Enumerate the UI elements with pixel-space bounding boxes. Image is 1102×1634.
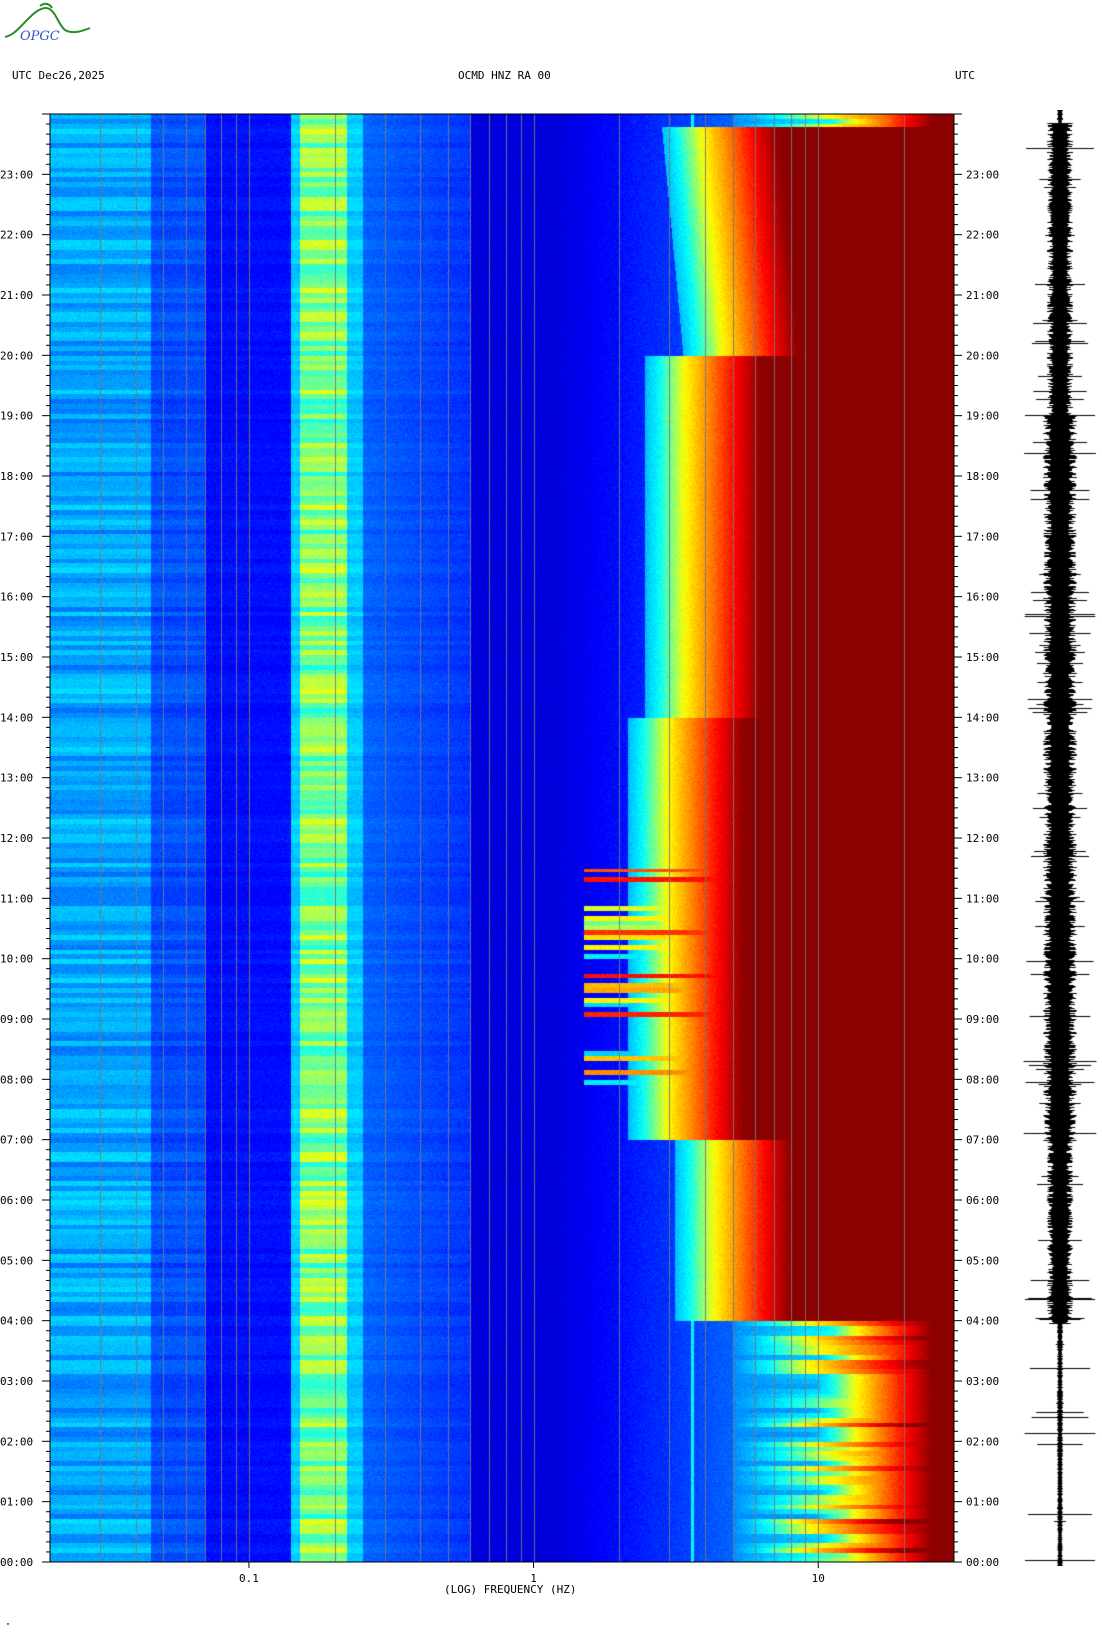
y-tick-label-left: 19:00	[0, 410, 33, 423]
y-tick-label-right: 08:00	[966, 1073, 999, 1086]
y-tick-label-left: 22:00	[0, 229, 33, 242]
y-tick-label-left: 12:00	[0, 832, 33, 845]
y-tick-label-left: 18:00	[0, 470, 33, 483]
y-tick-label-left: 14:00	[0, 711, 33, 724]
x-tick-label: 10	[812, 1572, 825, 1585]
y-tick-label-right: 19:00	[966, 410, 999, 423]
y-tick-label-right: 03:00	[966, 1375, 999, 1388]
y-tick-label-left: 17:00	[0, 530, 33, 543]
y-tick-label-right: 01:00	[966, 1496, 999, 1509]
plot-frame	[49, 113, 955, 1563]
y-tick-label-right: 04:00	[966, 1315, 999, 1328]
y-tick-label-right: 05:00	[966, 1254, 999, 1267]
y-tick-label-right: 15:00	[966, 651, 999, 664]
y-tick-label-left: 20:00	[0, 349, 33, 362]
y-tick-label-left: 00:00	[0, 1556, 33, 1569]
y-tick-label-left: 05:00	[0, 1254, 33, 1267]
y-tick-label-right: 09:00	[966, 1013, 999, 1026]
header-right-label: UTC	[955, 69, 975, 82]
y-tick-label-left: 13:00	[0, 772, 33, 785]
header-station-title: OCMD HNZ RA 00	[458, 69, 551, 82]
opgc-logo: OPGC	[4, 2, 91, 44]
y-tick-label-left: 09:00	[0, 1013, 33, 1026]
y-tick-label-right: 07:00	[966, 1134, 999, 1147]
y-tick-label-right: 00:00	[966, 1556, 999, 1569]
y-tick-label-left: 07:00	[0, 1134, 33, 1147]
y-tick-label-left: 21:00	[0, 289, 33, 302]
y-tick-label-left: 16:00	[0, 591, 33, 604]
y-tick-label-left: 04:00	[0, 1315, 33, 1328]
x-tick-label: 0.1	[239, 1572, 259, 1585]
seismic-waveform	[1022, 110, 1102, 1566]
y-tick-label-right: 23:00	[966, 168, 999, 181]
logo-text: OPGC	[20, 29, 60, 44]
y-tick-label-right: 16:00	[966, 591, 999, 604]
y-tick-label-left: 06:00	[0, 1194, 33, 1207]
y-tick-label-right: 21:00	[966, 289, 999, 302]
y-tick-label-right: 10:00	[966, 953, 999, 966]
x-tick-label: 1	[530, 1572, 537, 1585]
y-tick-label-right: 14:00	[966, 711, 999, 724]
y-tick-label-left: 08:00	[0, 1073, 33, 1086]
y-tick-label-right: 20:00	[966, 349, 999, 362]
x-axis-title: (LOG) FREQUENCY (HZ)	[444, 1583, 577, 1596]
y-tick-label-left: 01:00	[0, 1496, 33, 1509]
spectrogram-heatmap	[50, 114, 954, 1562]
y-tick-label-right: 17:00	[966, 530, 999, 543]
y-tick-label-right: 18:00	[966, 470, 999, 483]
y-tick-label-left: 10:00	[0, 953, 33, 966]
y-tick-label-left: 02:00	[0, 1435, 33, 1448]
y-tick-label-left: 15:00	[0, 651, 33, 664]
y-tick-label-right: 13:00	[966, 772, 999, 785]
y-tick-label-left: 23:00	[0, 168, 33, 181]
header-left-label: UTC Dec26,2025	[12, 69, 105, 82]
y-tick-label-right: 02:00	[966, 1435, 999, 1448]
footer-mark: "	[6, 1622, 11, 1630]
y-tick-label-left: 03:00	[0, 1375, 33, 1388]
y-tick-label-right: 06:00	[966, 1194, 999, 1207]
y-tick-label-right: 22:00	[966, 229, 999, 242]
y-tick-label-left: 11:00	[0, 892, 33, 905]
y-tick-label-right: 11:00	[966, 892, 999, 905]
y-tick-label-right: 12:00	[966, 832, 999, 845]
